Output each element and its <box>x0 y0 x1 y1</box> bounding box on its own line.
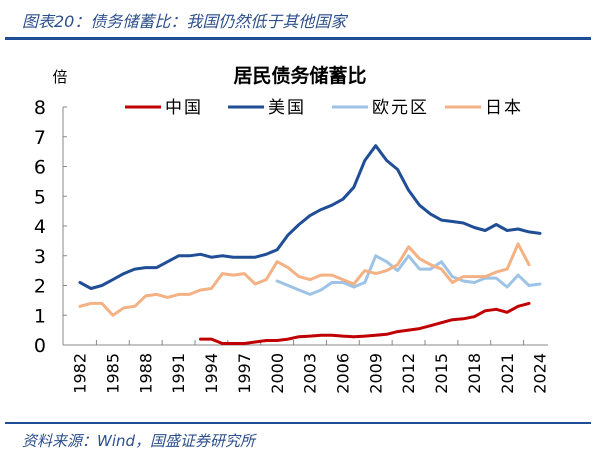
figure-caption: 图表20：债务储蓄比：我国仍然低于其他国家 <box>22 12 347 31</box>
y-tick-label: 1 <box>34 305 46 327</box>
y-tick-label: 7 <box>34 127 46 149</box>
x-tick-label: 2015 <box>432 353 451 394</box>
x-tick-label: 2003 <box>301 353 320 394</box>
y-tick-label: 2 <box>34 276 46 298</box>
series-line-中国 <box>199 301 531 345</box>
x-tick-label: 2000 <box>268 353 287 394</box>
footer-rule <box>5 422 591 424</box>
x-tick-label: 2009 <box>366 353 385 394</box>
x-tick-label: 1985 <box>103 353 122 394</box>
series-line-日本 <box>78 242 531 317</box>
source-note: 资料来源：Wind，国盛证券研究所 <box>22 432 256 450</box>
y-tick-label: 6 <box>34 157 46 179</box>
legend-label: 中国 <box>165 98 203 118</box>
y-tick-label: 3 <box>34 246 46 268</box>
x-tick-label: 2006 <box>333 353 352 394</box>
header-rule <box>5 37 591 40</box>
y-tick-label: 8 <box>34 97 46 119</box>
x-tick-label: 2012 <box>399 353 418 394</box>
x-tick-label: 1994 <box>202 353 221 394</box>
y-tick-label: 4 <box>34 216 46 238</box>
chart-title: 居民债务储蓄比 <box>233 64 366 87</box>
x-tick-label: 1988 <box>136 353 155 394</box>
series-line-美国 <box>78 144 542 290</box>
y-tick-label: 5 <box>34 186 46 208</box>
line-chart: 居民债务储蓄比 倍 0 1 2 3 4 5 6 7 8 1982 1985 1988 1991 1994 1… <box>34 64 550 394</box>
series-line-欧元区 <box>275 254 542 296</box>
y-tick-label: 0 <box>34 335 46 357</box>
x-tick-label: 1997 <box>235 353 254 394</box>
x-tick-label: 1982 <box>71 353 90 394</box>
legend-label: 日本 <box>485 98 523 118</box>
legend-label: 美国 <box>268 98 306 118</box>
legend-label: 欧元区 <box>372 98 429 118</box>
x-tick-label: 1991 <box>169 353 188 394</box>
x-tick-label: 2018 <box>465 353 484 394</box>
y-axis-unit: 倍 <box>52 68 67 86</box>
x-tick-label: 2024 <box>531 353 550 394</box>
x-tick-label: 2021 <box>498 353 517 394</box>
